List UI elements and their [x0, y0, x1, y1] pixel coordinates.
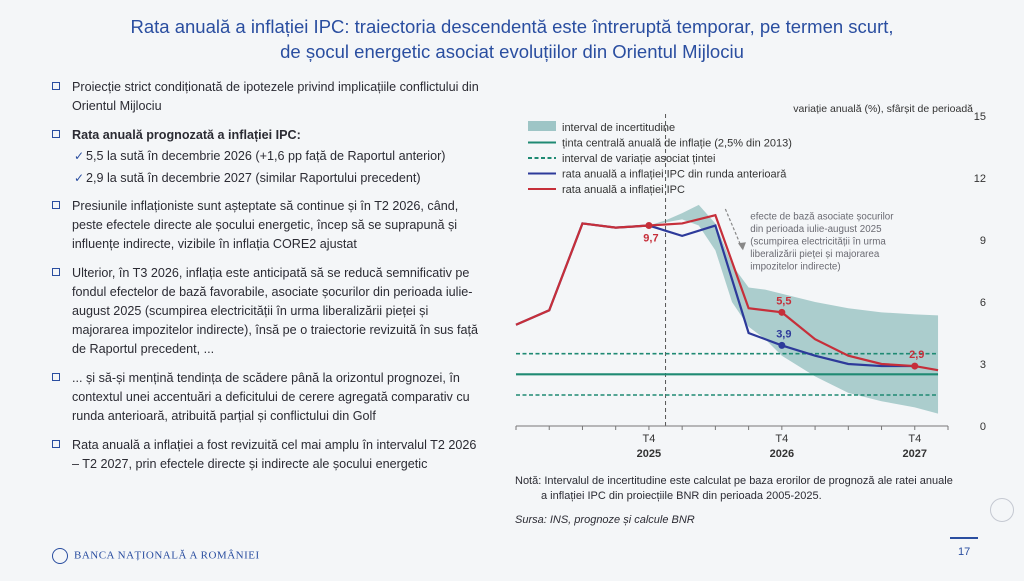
square-bullet-icon: [52, 373, 60, 381]
x-tick-label: T4: [643, 433, 656, 445]
legend-label-current: rata anuală a inflației IPC: [562, 184, 685, 196]
bullet-list: Proiecție strict condiționată de ipoteze…: [50, 78, 480, 478]
annotation-text-line: (scumpirea electricității în urma: [750, 236, 886, 247]
data-point-marker: [778, 341, 786, 349]
legend-label-uncertainty: interval de incertitudine: [562, 122, 675, 134]
annotation-text-line: efecte de bază asociate șocurilor: [750, 211, 894, 222]
annotation-text-line: impozitelor indirecte): [750, 261, 840, 272]
bnr-watermark-icon: [990, 498, 1014, 522]
bullet-5: ... și să-și mențină tendința de scădere…: [50, 369, 480, 426]
x-tick-year-label: 2025: [637, 448, 661, 460]
y-tick-label: 6: [980, 297, 986, 309]
bullet-4: Ulterior, în T3 2026, inflația este anti…: [50, 264, 480, 359]
square-bullet-icon: [52, 130, 60, 138]
square-bullet-icon: [52, 82, 60, 90]
series-line-1: [515, 213, 939, 372]
chart-source: Sursa: INS, prognoze și calcule BNR: [515, 514, 695, 526]
bullet-3: Presiunile inflaționiste sunt așteptate …: [50, 197, 480, 254]
x-tick-year-label: 2026: [770, 448, 794, 460]
square-bullet-icon: [52, 440, 60, 448]
title-line-2: de șocul energetic asociat evoluțiilor d…: [280, 41, 744, 62]
legend-label-previous: rata anuală a inflației IPC din runda an…: [562, 169, 787, 181]
bullet-1: Proiecție strict condiționată de ipoteze…: [50, 78, 480, 116]
square-bullet-icon: [52, 201, 60, 209]
check-icon: ✓: [74, 149, 85, 163]
y-tick-label: 9: [980, 235, 986, 247]
data-label: 3,9: [776, 328, 791, 340]
y-axis-label: variație anuală (%), sfârșit de perioadă: [793, 103, 973, 115]
page-number: 17: [958, 546, 971, 558]
data-point-marker: [911, 362, 919, 370]
uncertainty-band: [648, 204, 939, 414]
annotation-text-line: liberalizării pieței și majorarea: [750, 249, 880, 260]
legend-swatch-uncertainty: [528, 121, 556, 131]
x-tick-label: T4: [908, 433, 921, 445]
data-label: 2,9: [909, 349, 924, 361]
x-tick-label: T4: [775, 433, 788, 445]
bullet-2-sub-2: ✓ 2,9 la sută în decembrie 2027 (similar …: [50, 169, 480, 188]
data-point-marker: [778, 308, 786, 316]
page-divider: [950, 537, 978, 539]
bnr-seal-icon: [52, 548, 68, 564]
annotation-arrow-head: [737, 242, 746, 251]
bullet-2: Rata anuală prognozată a inflației IPC:: [50, 126, 480, 145]
y-tick-label: 12: [974, 173, 986, 185]
chart-note: Notă: Intervalul de incertitudine este c…: [515, 475, 953, 502]
y-tick-label: 15: [974, 111, 986, 123]
legend-label-band: interval de variație asociat țintei: [562, 153, 715, 165]
bullet-6: Rata anuală a inflației a fost revizuită…: [50, 436, 480, 474]
data-label: 5,5: [776, 295, 791, 307]
y-tick-label: 3: [980, 359, 986, 371]
check-icon: ✓: [74, 171, 85, 185]
annotation-arrow: [724, 208, 743, 249]
legend-label-target: ținta centrală anuală de inflație (2,5% …: [562, 138, 792, 150]
x-tick-year-label: 2027: [903, 448, 927, 460]
slide-title: Rata anuală a inflației IPC: traiectoria…: [20, 14, 1004, 64]
y-tick-label: 0: [980, 421, 986, 433]
data-point-marker: [645, 222, 653, 230]
bullet-2-sub-1: ✓ 5,5 la sută în decembrie 2026 (+1,6 pp …: [50, 147, 480, 166]
title-line-1: Rata anuală a inflației IPC: traiectoria…: [130, 16, 894, 37]
annotation-text-line: din perioada iulie-august 2025: [750, 224, 882, 235]
square-bullet-icon: [52, 268, 60, 276]
bnr-logo: BANCA NAȚIONALĂ A ROMÂNIEI: [52, 548, 260, 564]
data-label: 9,7: [643, 233, 658, 245]
